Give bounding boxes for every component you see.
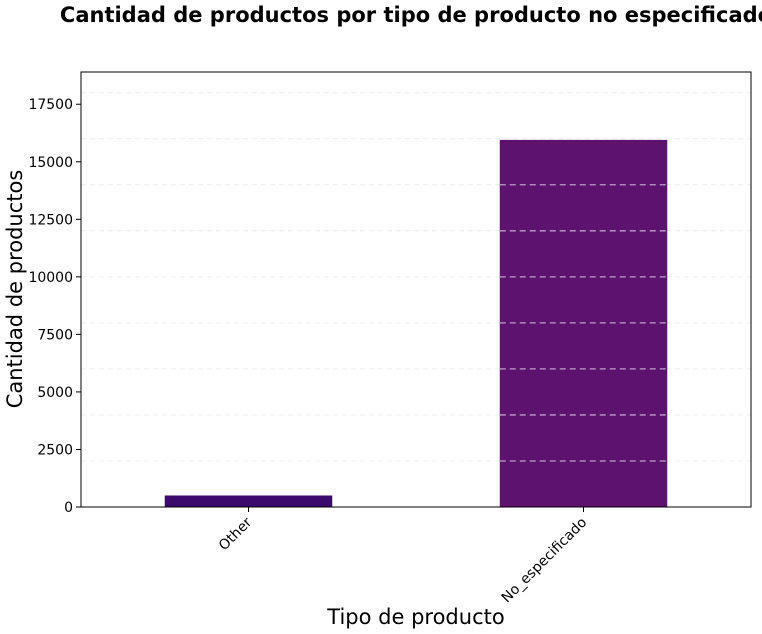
grid-lines [81,92,751,462]
y-axis-label: Cantidad de productos [3,170,27,409]
x-tick-label: No_especificado [499,515,591,607]
y-tick-label: 15000 [28,155,73,171]
y-tick-label: 0 [64,500,73,516]
y-tick-label: 12500 [28,212,73,228]
y-tick-label: 17500 [28,97,73,113]
x-tick-label: Other [216,514,256,554]
x-axis-ticks: Other No_especificado [216,507,590,606]
y-tick-label: 10000 [28,270,73,286]
y-tick-label: 2500 [37,442,73,458]
x-axis-label: Tipo de producto [326,605,504,629]
chart-title: Cantidad de productos por tipo de produc… [60,3,762,27]
plot-area-frame [80,71,752,508]
y-tick-label: 7500 [37,327,73,343]
bar-other [164,495,333,507]
y-tick-label: 5000 [37,385,73,401]
bar-grid-overlay [499,184,668,462]
y-axis-ticks: 0 2500 5000 7500 10000 12500 15000 17500 [28,97,81,516]
